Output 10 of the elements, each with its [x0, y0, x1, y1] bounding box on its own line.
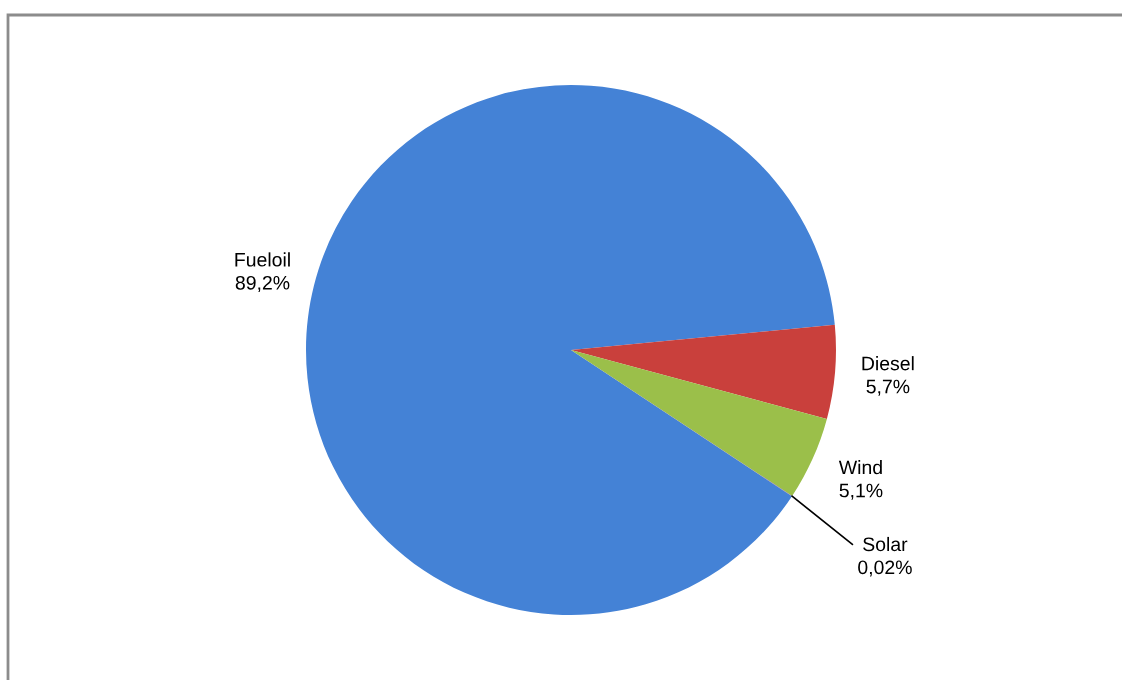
- data-label: 5,1%: [839, 483, 883, 500]
- slice-label: Fueloil: [235, 252, 290, 267]
- slice-label: Solar: [863, 536, 908, 552]
- data-label: 5,7%: [866, 379, 910, 396]
- slice-label: Wind: [838, 460, 882, 475]
- pie-slice: [306, 85, 835, 615]
- pie-slice: [571, 324, 836, 419]
- data-label: 89,2%: [235, 275, 290, 292]
- slice-label: Diesel: [862, 356, 914, 371]
- data-label: 0,02%: [858, 560, 912, 577]
